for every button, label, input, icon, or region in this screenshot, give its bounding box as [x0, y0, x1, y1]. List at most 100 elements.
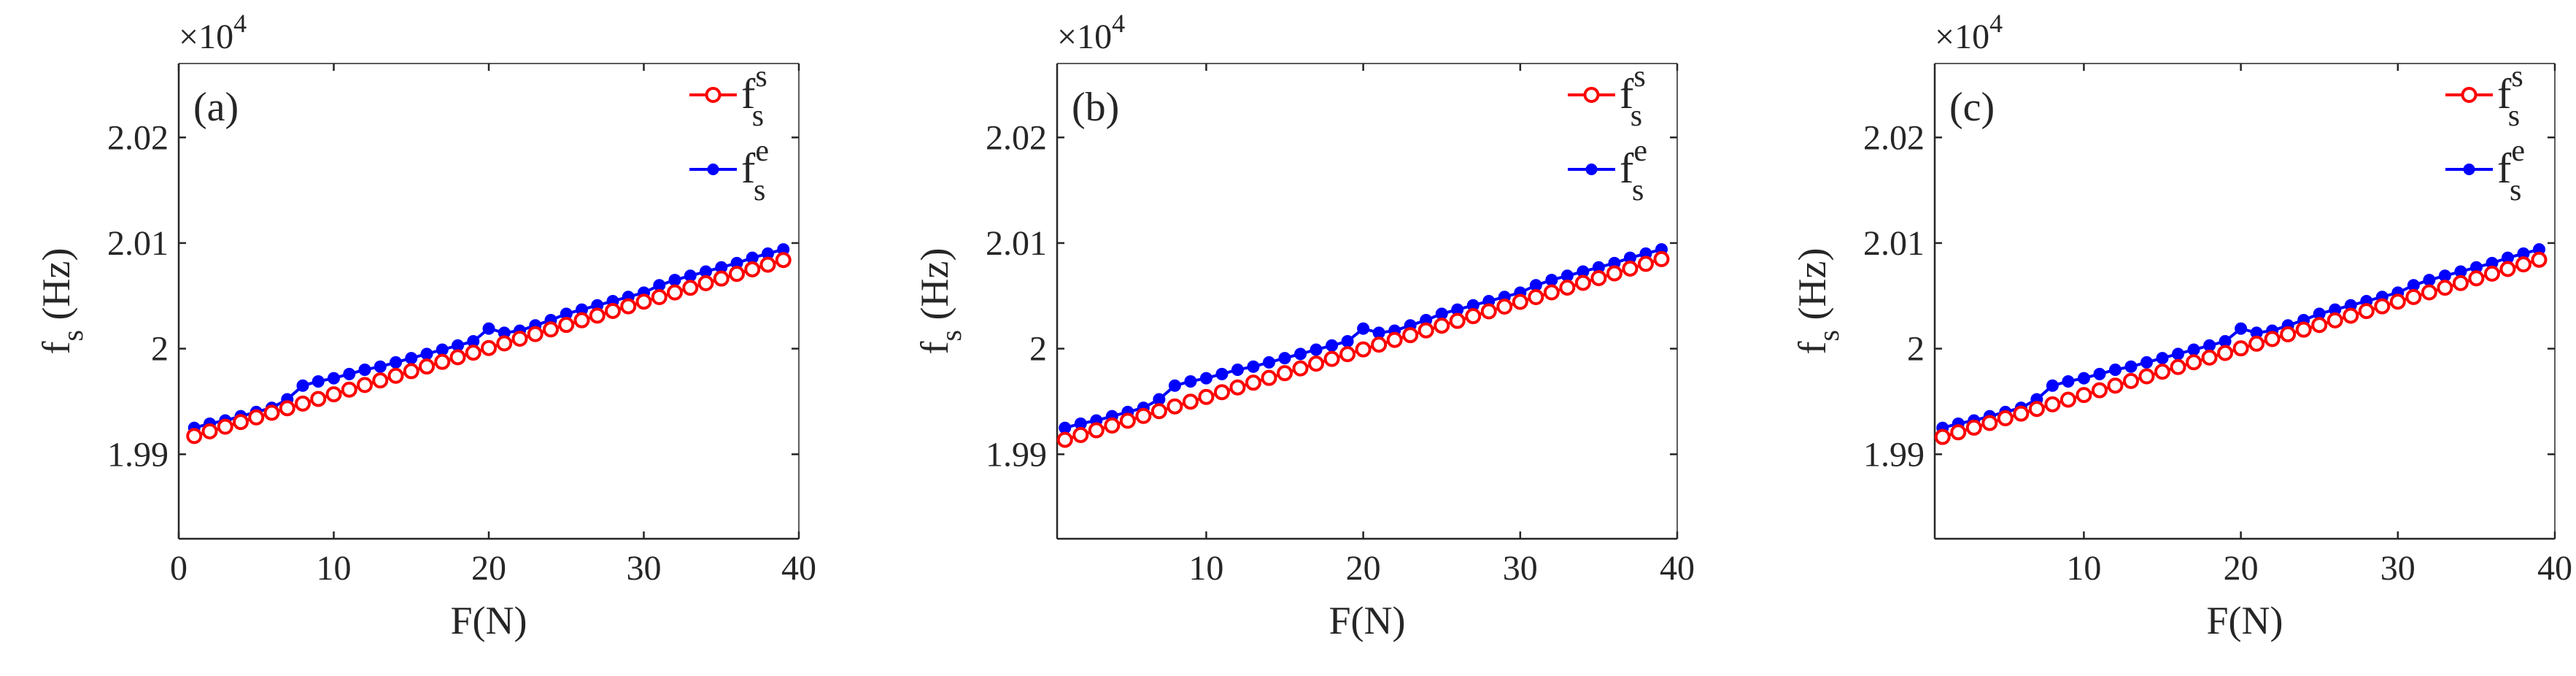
data-point-fss	[2515, 256, 2531, 273]
x-tick-label: 30	[2380, 549, 2416, 588]
data-point-fss	[2232, 340, 2249, 357]
data-point-fse	[390, 356, 402, 369]
x-tick-label: 40	[2537, 549, 2572, 588]
data-point-fss	[1213, 384, 1230, 401]
legend-marker	[1583, 87, 1600, 103]
data-point-fss	[527, 326, 544, 342]
data-point-fss	[2076, 387, 2092, 404]
data-point-fse	[1263, 356, 1276, 369]
data-point-fse	[668, 274, 681, 287]
data-point-fss	[1088, 422, 1105, 439]
data-point-fss	[1480, 303, 1497, 320]
data-point-fss	[1308, 356, 1325, 372]
data-point-fse	[328, 372, 340, 385]
data-point-fss	[1606, 265, 1622, 282]
chart-panel-2: 10 20 30 40 1.99 2 2.01 2.02 ×104 F(N) fs (Hz) (b) f…	[913, 9, 1695, 642]
data-point-fse	[312, 375, 325, 388]
data-point-fss	[2154, 364, 2171, 380]
data-point-fss	[543, 321, 559, 338]
data-point-fse	[2423, 274, 2436, 287]
data-point-fss	[1386, 331, 1403, 348]
data-point-fss	[759, 256, 776, 273]
data-point-fss	[233, 414, 249, 431]
data-point-fss	[651, 289, 668, 306]
data-point-fss	[1934, 429, 1951, 445]
data-point-fss	[1355, 341, 1372, 358]
data-point-fss	[2122, 372, 2139, 389]
data-point-fse	[2062, 375, 2075, 388]
data-point-fse	[1341, 334, 1354, 347]
data-point-fss	[1653, 250, 1670, 267]
data-point-fse	[358, 364, 371, 377]
data-point-fss	[2091, 382, 2108, 399]
data-point-fss	[2186, 354, 2202, 371]
data-point-fse	[2187, 343, 2200, 356]
legend-entry-s: fs s	[2497, 60, 2523, 133]
data-point-fss	[481, 339, 497, 356]
data-point-fss	[1182, 393, 1199, 410]
data-point-fse	[436, 343, 449, 356]
data-point-fss	[295, 395, 311, 412]
y-tick-label: 2.01	[1863, 224, 1925, 263]
y-tick-label: 1.99	[986, 435, 1047, 474]
legend-entry-s: fs s	[1620, 60, 1646, 133]
data-point-fss	[372, 372, 389, 389]
data-point-fss	[1434, 318, 1450, 334]
data-point-fss	[2028, 401, 2045, 418]
data-point-fss	[1417, 322, 1434, 339]
data-point-fse	[482, 322, 495, 335]
data-point-fse	[2140, 356, 2154, 369]
data-point-fss	[589, 307, 606, 324]
y-axis-label: fs (Hz)	[1790, 248, 1845, 355]
x-tick-label: 30	[1503, 549, 1538, 588]
x-tick-label: 0	[170, 549, 187, 588]
x-tick-label: 20	[1346, 549, 1381, 588]
legend-marker	[707, 164, 719, 175]
data-point-fss	[1167, 398, 1183, 415]
data-point-fss	[1622, 260, 1639, 277]
data-point-fss	[2358, 303, 2375, 320]
data-point-fss	[403, 363, 419, 380]
data-point-fss	[279, 400, 295, 417]
data-point-fss	[1104, 417, 1121, 434]
data-point-fse	[2077, 372, 2090, 385]
y-tick-label: 2	[1029, 330, 1047, 369]
data-point-fss	[1528, 289, 1544, 306]
data-point-fss	[729, 266, 745, 283]
y-exponent-label: ×104	[1935, 9, 2003, 56]
x-tick-label: 40	[781, 549, 816, 588]
data-point-fse	[2172, 347, 2185, 361]
data-point-fss	[1465, 308, 1482, 325]
y-tick-label: 1.99	[1863, 435, 1925, 474]
data-point-fss	[2248, 335, 2265, 352]
data-point-fss	[511, 331, 528, 347]
data-point-fss	[1997, 410, 2014, 426]
data-point-fss	[341, 381, 357, 398]
data-point-fss	[357, 377, 373, 393]
data-point-fss	[713, 270, 730, 287]
data-point-fss	[248, 409, 265, 426]
data-point-fss	[605, 302, 621, 319]
data-point-fss	[2217, 345, 2234, 361]
data-point-fss	[2499, 261, 2516, 277]
data-point-fss	[1198, 388, 1215, 405]
data-point-fse	[1357, 322, 1370, 335]
data-point-fss	[697, 274, 714, 291]
data-point-fse	[1278, 352, 1291, 365]
data-point-fss	[667, 284, 683, 301]
y-axis-label: fs (Hz)	[34, 248, 89, 355]
data-point-fss	[434, 353, 451, 370]
data-point-fse	[343, 367, 356, 380]
legend-marker	[705, 87, 722, 103]
y-tick-label: 2.02	[1863, 118, 1925, 157]
legend-entry-e: fe s	[2497, 134, 2525, 207]
data-point-fss	[2280, 326, 2297, 342]
data-point-fss	[1950, 424, 1967, 441]
data-point-fse	[2046, 379, 2059, 392]
legend-entry-e: fe s	[741, 134, 769, 207]
legend-marker	[1585, 164, 1598, 175]
data-point-fss	[2107, 377, 2124, 394]
data-point-fss	[2389, 293, 2406, 310]
data-point-fse	[1215, 367, 1229, 380]
